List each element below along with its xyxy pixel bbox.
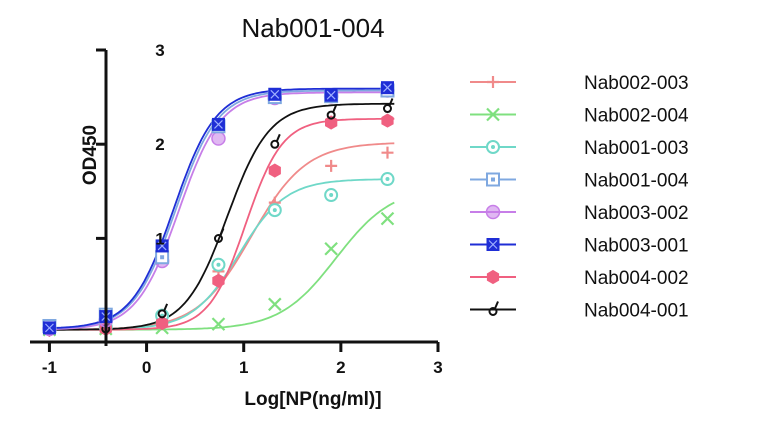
legend-label: Nab001-003 — [584, 138, 689, 159]
data-point — [382, 98, 394, 114]
legend-marker — [488, 301, 499, 316]
data-point — [381, 113, 394, 128]
data-point — [324, 88, 338, 102]
legend-marker — [486, 140, 500, 154]
data-point — [324, 241, 338, 256]
data-point — [267, 203, 282, 218]
curve-Nab001-003 — [49, 178, 395, 331]
legend-item: Nab004-002 — [470, 268, 689, 289]
legend-marker — [486, 107, 500, 122]
data-point — [325, 159, 338, 172]
legend-label: Nab004-001 — [584, 301, 689, 322]
data-point — [156, 316, 169, 331]
data-point — [326, 104, 338, 120]
data-point — [42, 321, 56, 335]
data-point — [268, 87, 282, 101]
x-tick-label: 3 — [433, 358, 442, 377]
data-point — [211, 257, 226, 272]
data-point — [211, 317, 226, 331]
legend-label: Nab004-002 — [584, 268, 689, 289]
legend-item: Nab004-001 — [470, 301, 689, 322]
x-tick-label: 0 — [142, 358, 151, 377]
y-axis-label: OD450 — [80, 125, 101, 185]
legend-marker — [486, 269, 500, 285]
x-axis-label: Log[NP(ng/ml)] — [244, 389, 381, 410]
data-point — [381, 146, 394, 159]
data-point — [268, 163, 281, 178]
data-point — [211, 131, 226, 146]
data-point — [268, 297, 282, 312]
legend-label: Nab002-004 — [584, 106, 689, 127]
x-ticks: -1 0 1 2 3 — [42, 342, 443, 377]
legend-item: Nab003-001 — [470, 236, 689, 257]
x-tick-label: -1 — [42, 358, 57, 377]
data-point — [213, 228, 225, 244]
data-point — [212, 273, 225, 288]
x-tick-label: 1 — [239, 358, 248, 377]
legend-label: Nab003-001 — [584, 236, 689, 257]
data-point — [155, 239, 169, 253]
legend-label: Nab002-003 — [584, 73, 689, 94]
y-axis: 1 2 3 — [96, 41, 165, 346]
legend-marker — [486, 172, 500, 187]
data-point — [211, 117, 225, 131]
y-tick-label: 2 — [155, 135, 164, 154]
y-tick-label: 3 — [155, 41, 164, 60]
legend-marker — [486, 238, 500, 251]
data-point — [380, 172, 395, 187]
data-point — [157, 303, 169, 319]
legend: Nab002-003 Nab002-004 Nab001-003 Nab001-004… — [470, 73, 689, 322]
legend-item: Nab002-004 — [470, 106, 689, 127]
data-point — [325, 115, 338, 130]
y-ticks: 1 2 3 — [96, 41, 165, 248]
legend-label: Nab003-002 — [584, 203, 689, 224]
legend-item: Nab001-004 — [470, 171, 689, 192]
data-point — [155, 250, 170, 265]
plot-area — [42, 81, 395, 337]
data-markers — [42, 81, 395, 337]
data-point — [324, 188, 339, 203]
x-tick-label: 2 — [336, 358, 345, 377]
curve-Nab004-002 — [49, 117, 395, 331]
y-tick-label: 1 — [155, 229, 164, 248]
chart-title: Nab001-004 — [241, 13, 384, 43]
legend-item: Nab003-002 — [470, 203, 689, 224]
data-point — [380, 211, 395, 226]
data-point — [270, 133, 281, 149]
legend-marker — [487, 76, 499, 88]
legend-marker — [485, 204, 501, 220]
data-point — [380, 81, 394, 95]
legend-label: Nab001-004 — [584, 171, 689, 192]
x-axis: -1 0 1 2 3 — [30, 340, 443, 377]
legend-item: Nab001-003 — [470, 138, 689, 159]
legend-item: Nab002-003 — [470, 73, 689, 94]
